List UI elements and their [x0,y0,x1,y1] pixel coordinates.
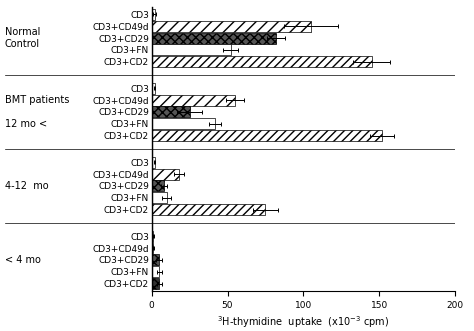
Bar [152,118,215,129]
Bar [152,32,276,43]
Bar [152,243,153,254]
Text: < 4 mo: < 4 mo [5,255,41,265]
Bar [152,168,179,179]
Bar [152,83,155,94]
Bar [152,278,159,289]
Bar [152,231,153,242]
Bar [152,107,190,118]
Bar [152,157,155,168]
Bar [152,130,382,141]
Text: Normal
Control: Normal Control [5,27,40,49]
X-axis label: $^3$H-thymidine  uptake  (x10$^{-3}$ cpm): $^3$H-thymidine uptake (x10$^{-3}$ cpm) [217,314,390,330]
Bar [152,266,159,277]
Bar [152,21,311,32]
Text: 4-12  mo: 4-12 mo [5,181,48,191]
Text: BMT patients

12 mo <: BMT patients 12 mo < [5,95,69,128]
Bar [152,255,159,265]
Bar [152,192,167,203]
Bar [152,56,372,67]
Bar [152,204,265,215]
Bar [152,95,235,106]
Bar [152,180,164,191]
Bar [152,44,230,55]
Bar [152,9,155,20]
